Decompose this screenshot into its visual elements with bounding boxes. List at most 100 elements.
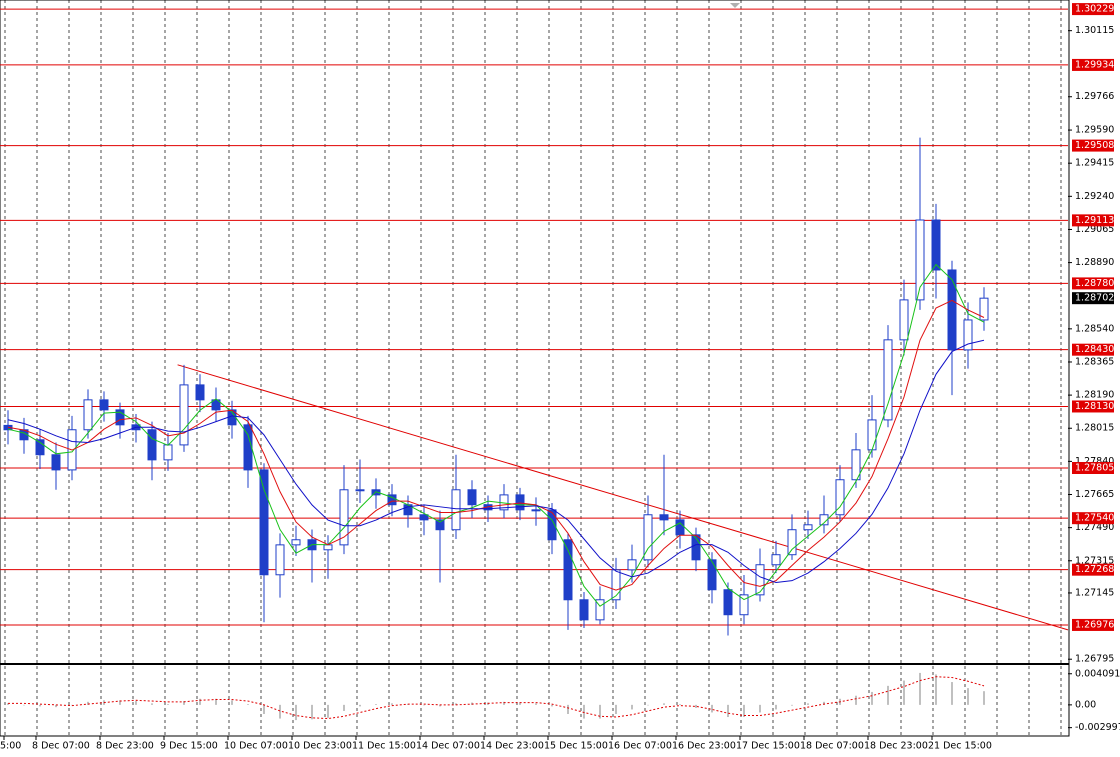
level-label-box: [1072, 512, 1114, 525]
x-tick-label: 8 Dec 23:00: [96, 741, 154, 752]
candle-body: [435, 519, 445, 531]
current-price-box: [1072, 292, 1114, 305]
indicator-bar: [679, 704, 681, 705]
indicator-bar: [343, 704, 345, 711]
indicator-bar: [151, 703, 153, 705]
x-tick-label: 11 Dec 15:00: [352, 741, 416, 752]
candle-body: [643, 514, 653, 561]
x-tick-label: 9 Dec 15:00: [160, 741, 218, 752]
current-price-label: 1.28702: [1075, 293, 1114, 304]
candle-body: [163, 444, 173, 461]
x-tick-label: 16 Dec 07:00: [608, 741, 672, 752]
indicator-bar: [503, 701, 505, 705]
indicator-bar: [231, 700, 233, 705]
candle-body: [355, 489, 365, 492]
candle-body: [147, 429, 157, 461]
indicator-tick-label: 0.004091: [1075, 668, 1120, 679]
candle-body: [259, 469, 269, 576]
indicator-bar: [935, 674, 937, 705]
candle-body: [35, 439, 45, 456]
candle-body: [611, 569, 621, 601]
candle-body: [595, 599, 605, 621]
candle-body: [211, 399, 221, 411]
candle-body: [563, 539, 573, 601]
y-tick-label: 1.29766: [1075, 91, 1114, 102]
candle-body: [739, 594, 749, 616]
candle-body: [659, 514, 669, 521]
indicator-bar: [391, 703, 393, 705]
level-label: 1.29113: [1075, 215, 1114, 226]
level-label-box: [1072, 3, 1114, 16]
indicator-bar: [55, 704, 57, 708]
x-tick-label: 16 Dec 23:00: [672, 741, 736, 752]
indicator-bar: [551, 704, 553, 707]
level-label: 1.26976: [1075, 619, 1114, 630]
level-label-box: [1072, 400, 1114, 413]
candle-body: [771, 554, 781, 566]
moving-average: [7, 263, 985, 607]
level-label: 1.27540: [1075, 513, 1114, 524]
frame: [0, 0, 1070, 737]
moving-average: [7, 339, 985, 584]
indicator-bar: [887, 685, 889, 705]
level-label: 1.28130: [1075, 401, 1114, 412]
candle-body: [339, 489, 349, 546]
indicator-bar: [919, 672, 921, 705]
indicator-tick-label: 0.00: [1075, 699, 1096, 710]
level-label: 1.28780: [1075, 278, 1114, 289]
indicator-bar: [199, 698, 201, 705]
indicator-bar: [375, 704, 377, 705]
indicator-bar: [647, 704, 649, 706]
indicator-bar: [775, 704, 777, 710]
y-tick-label: 1.29240: [1075, 191, 1114, 202]
level-label-box: [1072, 139, 1114, 152]
indicator-bar: [279, 704, 281, 719]
x-tick-label: 8 Dec 07:00: [32, 741, 90, 752]
grid: [4, 0, 1062, 735]
y-tick-label: 1.27490: [1075, 522, 1114, 533]
candle-body: [627, 559, 637, 571]
indicator-bar: [247, 704, 249, 705]
level-label-box: [1072, 462, 1114, 474]
candle-body: [179, 384, 189, 446]
y-tick-label: 1.27145: [1075, 587, 1114, 598]
indicator-bar: [455, 703, 457, 705]
indicator-bar: [359, 704, 361, 707]
level-label: 1.27268: [1075, 564, 1114, 575]
trendline: [177, 364, 1069, 631]
indicator-bar: [807, 703, 809, 705]
x-tick-label: 15 Dec 15:00: [544, 741, 608, 752]
x-tick-label: 10 Dec 07:00: [224, 741, 288, 752]
candle-body: [723, 589, 733, 616]
y-tick-label: 1.30115: [1075, 25, 1114, 36]
indicator-bar: [567, 704, 569, 714]
indicator-bar: [855, 695, 857, 705]
level-label: 1.27805: [1075, 463, 1114, 474]
indicator-bar: [295, 704, 297, 721]
candle-body: [195, 384, 205, 401]
indicator-bar: [519, 702, 521, 705]
candle-body: [963, 319, 973, 351]
candle-body: [755, 564, 765, 596]
indicator-bar: [791, 704, 793, 706]
indicator-bar: [215, 698, 217, 705]
candle-body: [883, 339, 893, 421]
indicator-bar: [71, 704, 73, 706]
candle-body: [899, 299, 909, 341]
x-tick-label: 18 Dec 23:00: [864, 741, 928, 752]
candle-body: [323, 544, 333, 551]
level-label: 1.29508: [1075, 140, 1114, 151]
x-tick-label: 17 Dec 15:00: [736, 741, 800, 752]
y-tick-label: 1.28365: [1075, 356, 1114, 367]
y-tick-label: 1.28190: [1075, 390, 1114, 401]
candle-body: [419, 514, 429, 521]
indicator-bar: [967, 688, 969, 705]
indicator-bar: [311, 704, 313, 720]
candle-body: [99, 399, 109, 411]
candle-body: [275, 544, 285, 576]
indicator-bar: [23, 704, 25, 706]
level-label: 1.28430: [1075, 344, 1114, 355]
indicator-bar: [663, 703, 665, 705]
indicator-bar: [695, 704, 697, 708]
